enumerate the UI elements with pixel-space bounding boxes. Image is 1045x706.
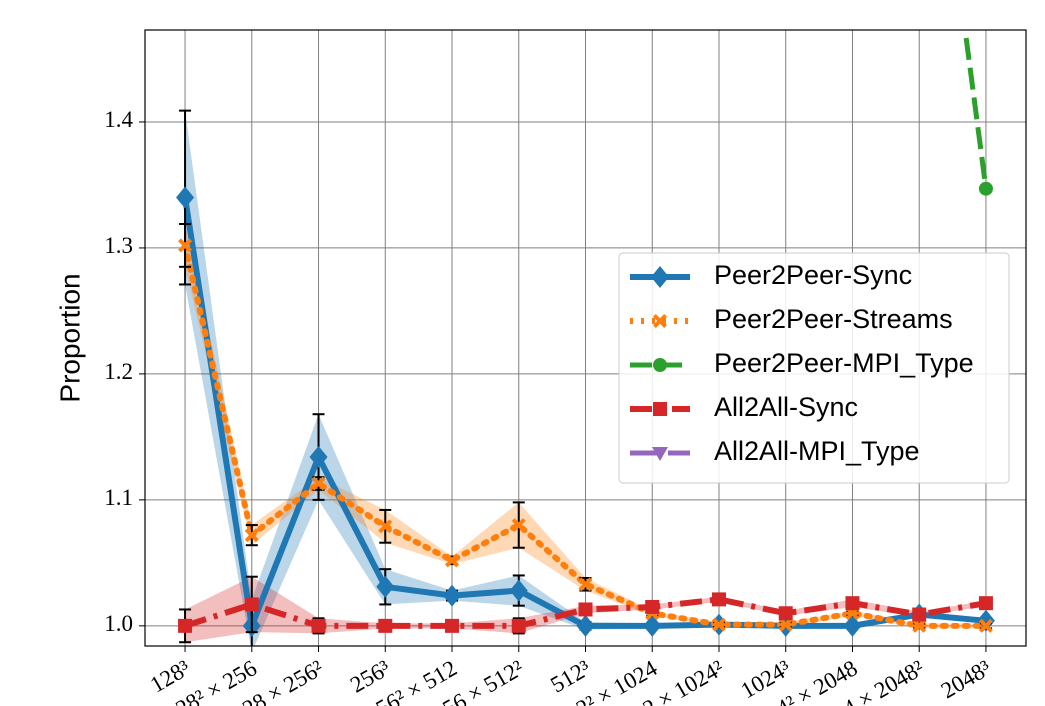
series-line bbox=[962, 30, 989, 190]
marker bbox=[511, 618, 526, 633]
legend-marker bbox=[652, 447, 668, 461]
marker bbox=[178, 618, 193, 633]
marker bbox=[378, 618, 393, 633]
marker bbox=[912, 618, 927, 633]
plot-frame bbox=[144, 29, 1027, 647]
y-tick-label: 1.1 bbox=[104, 485, 133, 510]
marker bbox=[309, 446, 328, 469]
marker bbox=[176, 186, 195, 209]
legend-label: All2All-MPI_Type bbox=[714, 436, 920, 466]
y-tick-label: 1.3 bbox=[104, 233, 133, 258]
y-axis-label: Proportion bbox=[54, 273, 85, 402]
marker bbox=[978, 618, 993, 633]
y-tick-label: 1.0 bbox=[104, 611, 133, 636]
marker bbox=[978, 596, 993, 611]
legend-label: Peer2Peer-Sync bbox=[714, 260, 912, 290]
marker bbox=[443, 584, 462, 607]
marker bbox=[244, 597, 259, 612]
marker bbox=[711, 592, 726, 607]
marker bbox=[244, 528, 259, 543]
marker bbox=[978, 181, 993, 196]
legend-marker bbox=[653, 402, 667, 416]
legend-label: Peer2Peer-MPI_Type bbox=[714, 348, 974, 378]
marker bbox=[311, 618, 326, 633]
marker bbox=[511, 518, 526, 533]
legend-marker bbox=[653, 358, 667, 372]
marker bbox=[643, 614, 662, 637]
marker bbox=[912, 607, 927, 622]
marker bbox=[645, 599, 660, 614]
marker bbox=[445, 553, 460, 568]
marker bbox=[578, 577, 593, 592]
marker bbox=[843, 614, 862, 637]
marker bbox=[178, 238, 193, 253]
legend-marker bbox=[653, 314, 667, 328]
marker bbox=[378, 519, 393, 534]
y-tick-label: 1.4 bbox=[104, 107, 133, 132]
legend-marker bbox=[651, 266, 669, 288]
legend: Peer2Peer-Sync Peer2Peer-Streams Peer2Peer… bbox=[618, 252, 1010, 484]
legend-box bbox=[618, 252, 1010, 484]
marker bbox=[778, 617, 793, 632]
legend-label: Peer2Peer-Streams bbox=[714, 304, 953, 334]
marker bbox=[711, 617, 726, 632]
y-tick-label: 1.2 bbox=[104, 359, 133, 384]
marker bbox=[376, 575, 395, 598]
x-tick-label: 2048³ bbox=[937, 655, 995, 703]
marker bbox=[845, 596, 860, 611]
marker bbox=[578, 602, 593, 617]
marker bbox=[509, 579, 528, 602]
marker bbox=[778, 606, 793, 621]
legend-label: All2All-Sync bbox=[714, 392, 858, 422]
marker bbox=[576, 614, 595, 637]
marker bbox=[311, 476, 326, 491]
plot-area bbox=[176, 30, 995, 646]
marker bbox=[445, 618, 460, 633]
